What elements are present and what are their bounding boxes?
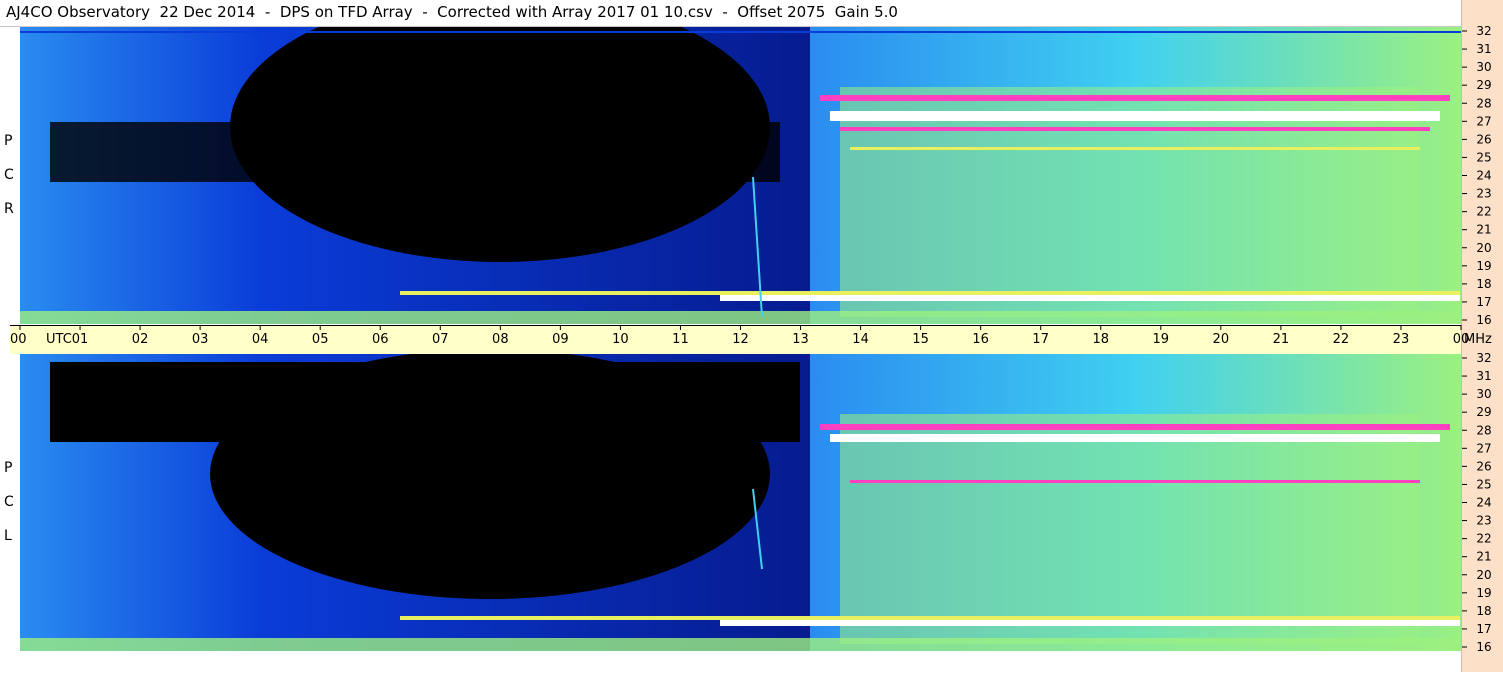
frequency-axis: 16 17 18 19 20 21 22 23 24 25 26 27 28 29 30 31 32 16 17 18…: [1462, 24, 1492, 654]
rcp-side-label: P C R: [0, 27, 20, 324]
utc-tick-label: 08: [492, 332, 509, 347]
mhz-tick-label: 31: [1476, 42, 1491, 56]
mhz-tick-label: 25: [1476, 150, 1491, 164]
utc-tick-label: 20: [1213, 332, 1230, 347]
rcp-band-18: [400, 291, 1460, 295]
mhz-tick-label: 20: [1476, 241, 1491, 255]
lcp-spectrogram-plot: [20, 354, 1461, 651]
mhz-tick-label: 18: [1476, 277, 1491, 291]
rcp-band-16: [20, 311, 1461, 324]
mhz-tick-label: 22: [1476, 532, 1491, 546]
rcp-letter-p: P: [4, 133, 13, 149]
utc-tick-label: 19: [1153, 332, 1170, 347]
utc-tick-label: 14: [852, 332, 869, 347]
rcp-spike: [752, 176, 763, 318]
page-title: AJ4CO Observatory 22 Dec 2014 - DPS on T…: [6, 3, 898, 21]
mhz-tick-label: 23: [1476, 514, 1491, 528]
mhz-tick-label: 23: [1476, 187, 1491, 201]
mhz-tick-label: 24: [1476, 169, 1491, 183]
rcp-band-27: [830, 111, 1440, 121]
lcp-band-18: [400, 616, 1460, 620]
utc-tick-label: 05: [312, 332, 329, 347]
utc-tick-label: 07: [432, 332, 449, 347]
utc-tick-label: 03: [192, 332, 209, 347]
mhz-tick-label: 30: [1476, 387, 1491, 401]
mhz-tick-label: 28: [1476, 423, 1491, 437]
mhz-tick-label: 16: [1476, 313, 1491, 327]
utc-tick-label: 02: [132, 332, 149, 347]
mhz-tick-label: 26: [1476, 459, 1491, 473]
lcp-band-28: [820, 424, 1450, 430]
utc-tick-label: 12: [732, 332, 749, 347]
mhz-tick-label: 21: [1476, 223, 1491, 237]
mhz-tick-label: 24: [1476, 496, 1491, 510]
utc-tick-label: 15: [912, 332, 929, 347]
utc-tick-label: 06: [372, 332, 389, 347]
mhz-tick-label: 32: [1476, 24, 1491, 38]
utc-axis: 00 01 02 03 04 05 06 07 08 09 10 11 12 13 14 15 16 17 18 19…: [10, 325, 1492, 354]
utc-tick-label: 04: [252, 332, 269, 347]
utc-tick-label: 11: [672, 332, 689, 347]
mhz-tick-label: 17: [1476, 295, 1491, 309]
utc-tick-label: 10: [612, 332, 629, 347]
mhz-tick-label: 32: [1476, 351, 1491, 365]
mhz-tick-label: 27: [1476, 441, 1491, 455]
mhz-tick-label: 18: [1476, 604, 1491, 618]
utc-tick-label: 17: [1032, 332, 1049, 347]
rcp-spectrogram-plot: [20, 27, 1461, 324]
title-bar: AJ4CO Observatory 22 Dec 2014 - DPS on T…: [0, 0, 1461, 27]
mhz-tick-label: 29: [1476, 405, 1491, 419]
lcp-band-25: [850, 480, 1420, 483]
utc-tick-label: 21: [1273, 332, 1290, 347]
lcp-night-hole: [210, 354, 770, 599]
rcp-band-17: [720, 295, 1460, 301]
mhz-tick-label: 20: [1476, 568, 1491, 582]
mhz-tick-label: 27: [1476, 114, 1491, 128]
rcp-spectrogram: [20, 27, 1461, 324]
lcp-letter-p: P: [4, 460, 13, 476]
mhz-tick-label: 30: [1476, 60, 1491, 74]
mhz-tick-label: 29: [1476, 78, 1491, 92]
mhz-tick-label: 26: [1476, 132, 1491, 146]
mhz-tick-label: 19: [1476, 586, 1491, 600]
rcp-band-26: [840, 127, 1430, 131]
rcp-day-core: [840, 87, 1420, 317]
mhz-tick-label: 16: [1476, 640, 1491, 654]
utc-tick-label: 23: [1393, 332, 1410, 347]
lcp-side-label: P C L: [0, 354, 20, 651]
lcp-letter-c: C: [4, 494, 14, 510]
mhz-tick-label: 25: [1476, 477, 1491, 491]
utc-tick-label: 16: [972, 332, 989, 347]
utc-tick-label: 00: [1453, 332, 1470, 347]
lcp-letter-l: L: [4, 528, 12, 544]
lcp-band-27: [830, 434, 1440, 442]
utc-tick-label: 09: [552, 332, 569, 347]
rcp-top-line: [20, 31, 1461, 33]
utc-tick-label: 22: [1333, 332, 1350, 347]
utc-tick-label: 00: [10, 332, 27, 347]
mhz-unit-label: MHz: [1464, 332, 1492, 347]
mhz-tick-label: 22: [1476, 205, 1491, 219]
rcp-letter-r: R: [4, 201, 14, 217]
lcp-spike: [752, 488, 763, 570]
utc-tick-label: 13: [792, 332, 809, 347]
mhz-tick-label: 21: [1476, 550, 1491, 564]
frequency-axis-strip: 16 17 18 19 20 21 22 23 24 25 26 27 28 29 30 31 32 16 17 18…: [1461, 0, 1503, 672]
lcp-band-16: [20, 638, 1461, 651]
lcp-band-17: [720, 620, 1460, 626]
rcp-band-25: [850, 147, 1420, 150]
mhz-tick-label: 28: [1476, 96, 1491, 110]
rcp-band-28: [820, 95, 1450, 101]
mhz-tick-label: 31: [1476, 369, 1491, 383]
utc-tick-label: 01: [72, 332, 89, 347]
rcp-night-hole-top: [50, 122, 780, 182]
utc-axis-plot: 00 01 02 03 04 05 06 07 08 09 10 11 12 13 14 15 16 17 18 19…: [10, 325, 1492, 347]
mhz-tick-label: 17: [1476, 622, 1491, 636]
lcp-day-core: [840, 414, 1420, 644]
utc-unit-label: UTC: [46, 332, 72, 347]
lcp-spectrogram: [20, 354, 1461, 651]
mhz-tick-label: 19: [1476, 259, 1491, 273]
rcp-letter-c: C: [4, 167, 14, 183]
utc-tick-label: 18: [1092, 332, 1109, 347]
